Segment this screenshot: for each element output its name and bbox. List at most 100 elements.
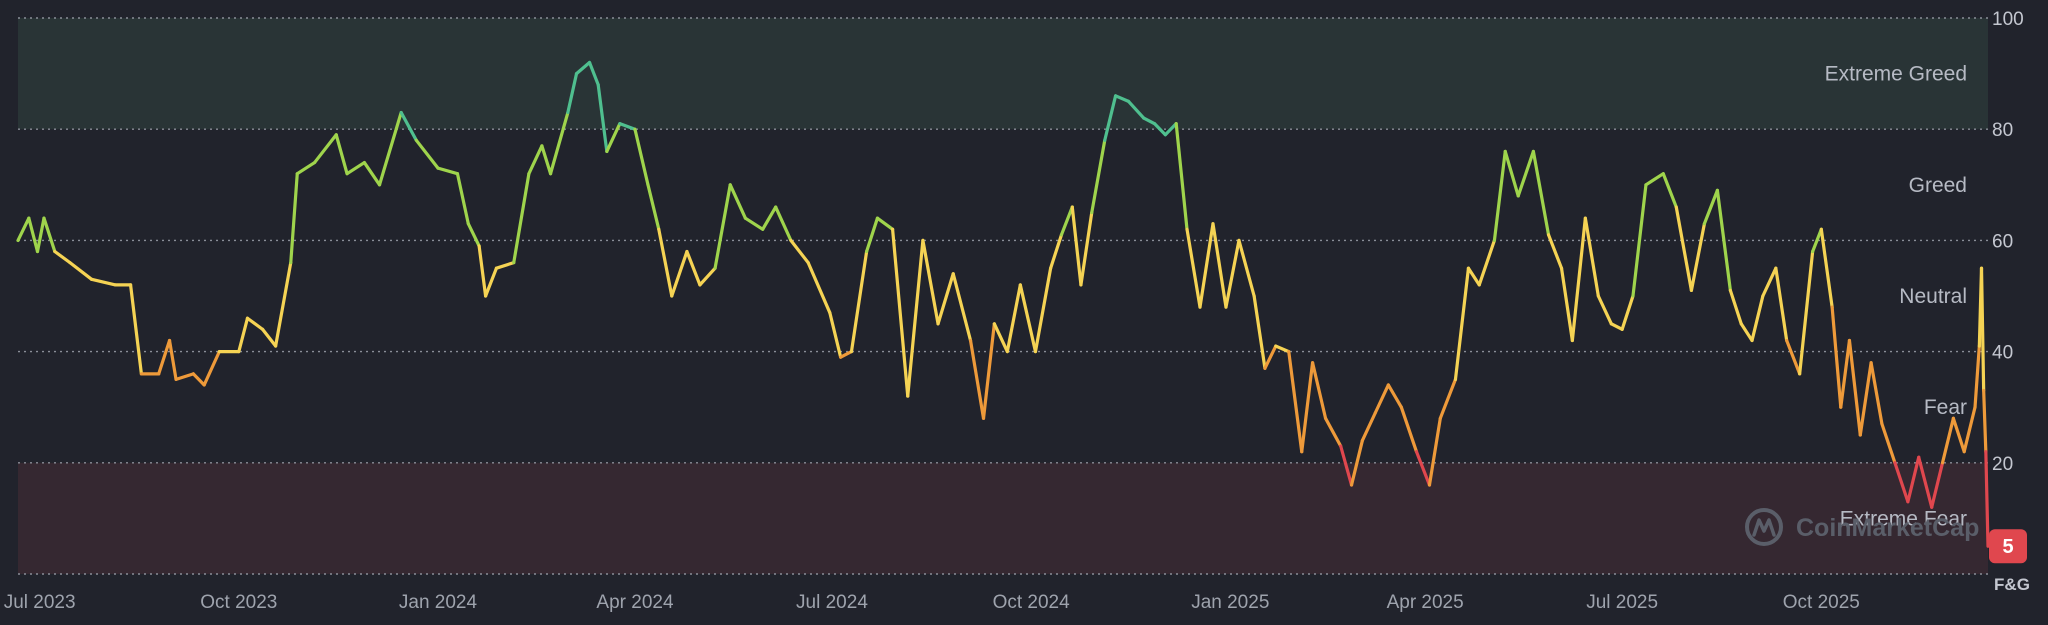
zone-label: Greed [1909,174,1967,197]
series-segment [274,261,293,348]
coinmarketcap-watermark: CoinMarketCap [1745,508,1979,546]
series-segment [1546,233,1564,270]
series-segment [237,316,250,354]
series-segment [921,238,940,326]
series-segment [1559,266,1574,343]
series-segment [1033,266,1053,354]
series-segment [1811,227,1823,254]
zone-labels: Extreme Greed Greed Neutral Fear Extreme Fea… [1825,63,1967,531]
series-segment [128,283,143,376]
series-segment [1570,216,1587,343]
series-segment [633,127,650,187]
series-segment [174,372,195,381]
series-segment [789,238,810,265]
series-segment [1728,288,1743,326]
y-tick-label: 20 [1992,454,2013,475]
series-segment [42,216,57,254]
series-segment [1940,416,1955,465]
series-segment [1198,222,1215,309]
series-segment [865,216,880,254]
series-segment [1880,422,1897,465]
series-segment [1300,361,1315,454]
series-segment [53,249,72,265]
series-segment [806,261,832,315]
y-tick-label: 100 [1992,9,2024,30]
series-segment [477,244,488,298]
series-segment [414,138,440,170]
series-segment [1211,222,1228,309]
series-segment [1373,383,1390,415]
series-segment [1750,294,1765,343]
series-segment [1631,183,1648,298]
series-segment [27,216,40,254]
current-value-text: 5 [2002,536,2013,558]
series-segment [1661,172,1678,209]
y-axis-title: F&G [1994,575,2030,594]
series-segment [1609,322,1624,331]
x-axis-ticks: Jul 2023 Oct 2023 Jan 2024 Apr 2024 Jul 2024… [4,592,1860,613]
series-line-fear-greed [16,60,1990,548]
series-segment [1274,344,1291,354]
series-segment [1174,122,1189,231]
series-segment [670,249,689,298]
series-segment [540,144,553,176]
series-segment [1079,211,1094,287]
series-segment [90,277,118,287]
series-segment [1973,344,1981,409]
series-segment [743,216,765,231]
series-segment [596,83,609,154]
series-segment [1492,149,1507,242]
series-segment [1237,238,1256,298]
series-segment [839,350,854,359]
series-segment [1583,216,1600,298]
y-tick-label: 60 [1992,231,2013,252]
series-segment [1858,361,1873,437]
series-segment [202,350,221,387]
series-segment [548,110,570,176]
series-segment [1620,294,1635,331]
series-segment [1761,266,1778,298]
series-segment [1702,188,1719,226]
series-segment [1310,361,1328,420]
series-segment [968,338,986,420]
series-segment [618,122,637,131]
series-segment [1674,205,1694,293]
series-segment [1689,222,1707,293]
series-segment [295,160,317,176]
series-segment [1951,416,1966,454]
series-segment [1142,116,1157,126]
series-segment [157,338,172,376]
series-segment [1503,149,1520,198]
series-segment [761,205,778,231]
y-tick-label: 40 [1992,343,2013,364]
series-segment [587,60,600,87]
series-segment [566,71,579,115]
series-segment [875,216,895,231]
x-tick-label: Jul 2023 [4,592,76,613]
series-segment [1516,149,1535,198]
series-segment [1438,377,1458,420]
series-segment [1715,188,1732,293]
series-segment [1893,461,1910,504]
series-segment [1414,450,1432,487]
series-segment [1287,350,1304,454]
series-segment [1070,205,1083,287]
zone-label: Fear [1924,396,1967,419]
series-segment [68,261,94,281]
series-segment [312,133,338,165]
series-segment [399,110,418,142]
series-segment [1386,383,1403,409]
current-value-badge-bg [1989,529,2027,564]
series-segment [951,272,973,343]
series-segment [289,172,299,265]
series-segment [1163,122,1178,137]
series-segment [191,372,206,387]
series-segment [16,216,31,242]
series-segment [574,60,592,76]
series-segment [436,166,460,176]
series-segment [1739,322,1754,343]
x-tick-label: Apr 2024 [596,592,674,613]
x-tick-label: Apr 2025 [1387,592,1464,613]
series-segment [1819,227,1834,309]
